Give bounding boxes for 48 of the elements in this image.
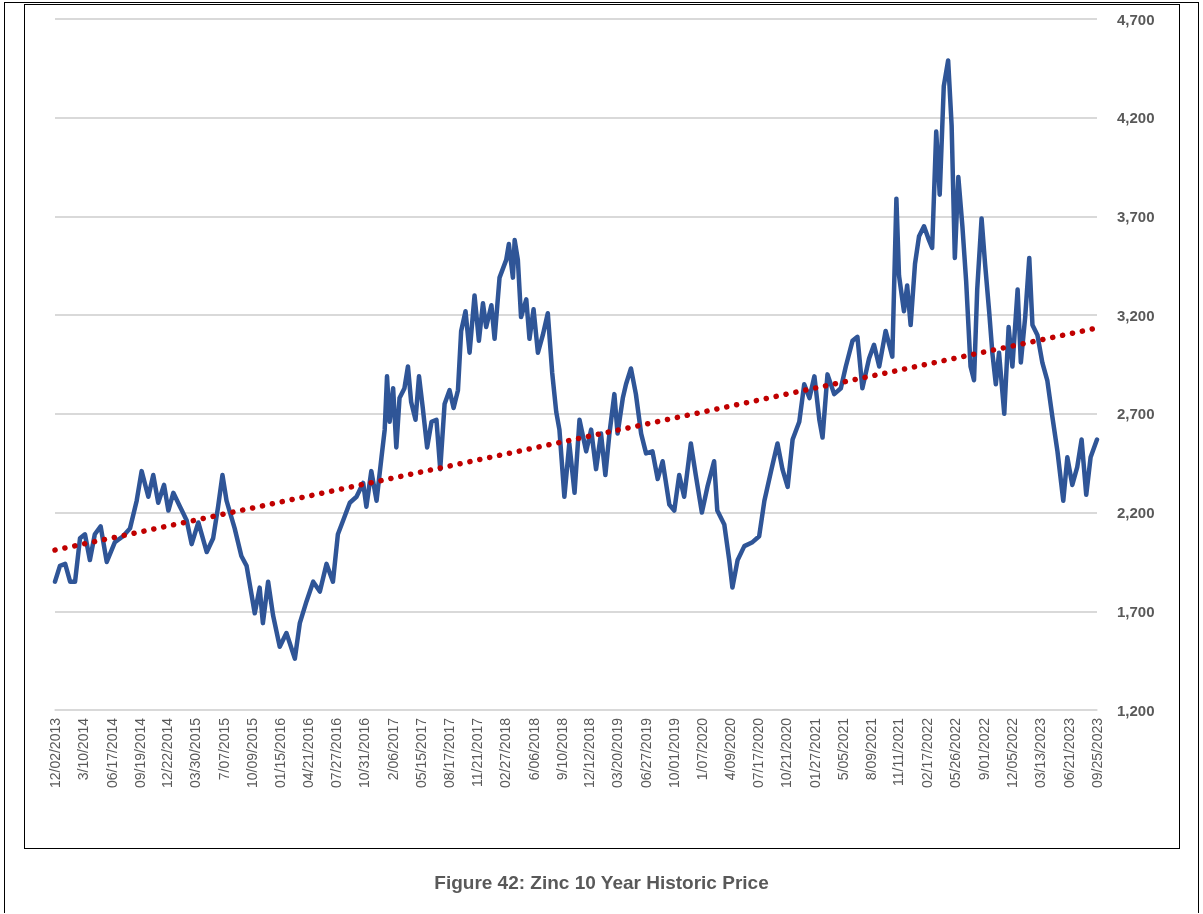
x-tick-label: 11/11/2021 — [890, 717, 907, 786]
x-tick-label: 12/02/2013 — [47, 717, 63, 789]
x-tick-label: 10/01/2019 — [665, 717, 682, 789]
x-tick-label: 9/01/2022 — [975, 717, 992, 781]
y-tick-label: 2,200 — [1117, 504, 1155, 522]
x-tick-label: 07/17/2020 — [750, 717, 767, 789]
line-series — [52, 58, 1100, 661]
x-tick-label: 9/10/2018 — [553, 717, 570, 781]
x-tick-label: 09/19/2014 — [131, 717, 148, 789]
x-tick-label: 10/31/2016 — [356, 717, 373, 789]
x-tick-label: 3/10/2014 — [75, 717, 92, 781]
x-tick-label: 7/07/2015 — [216, 717, 233, 781]
x-tick-label: 04/21/2016 — [300, 717, 317, 789]
x-tick-label: 11/21/2017 — [468, 717, 485, 788]
y-tick-label: 1,700 — [1117, 602, 1155, 620]
y-tick-label: 2,700 — [1117, 405, 1155, 423]
x-tick-label: 8/09/2021 — [863, 717, 880, 781]
x-tick-label: 06/17/2014 — [104, 717, 121, 789]
x-tick-label: 2/06/2017 — [384, 717, 401, 781]
y-tick-label: 4,200 — [1117, 109, 1155, 127]
y-tick-label: 1,200 — [1117, 701, 1155, 719]
text: Figure 42: Zinc 10 Year Historic Price — [433, 872, 770, 894]
x-tick-label: 12/05/2022 — [1003, 717, 1020, 789]
x-tick-label: 03/20/2019 — [609, 717, 626, 789]
x-tick-label: 02/27/2018 — [497, 717, 514, 789]
x-tick-label: 07/27/2016 — [328, 717, 345, 789]
x-tick-label: 05/15/2017 — [413, 717, 430, 789]
x-tick-label: 5/05/2021 — [835, 717, 852, 781]
x-tick-label: 06/21/2023 — [1061, 717, 1078, 789]
x-tick-label: 05/26/2022 — [947, 717, 964, 789]
x-tick-label: 6/06/2018 — [525, 717, 542, 781]
x-tick-label: 03/13/2023 — [1032, 717, 1049, 789]
x-tick-label: 09/25/2023 — [1089, 717, 1105, 789]
x-tick-label: 01/27/2021 — [806, 717, 823, 789]
x-tick-label: 03/30/2015 — [187, 717, 204, 789]
x-tick-label: 12/12/2018 — [580, 717, 597, 789]
x-tick-label: 4/09/2020 — [721, 717, 738, 781]
y-tick-label: 4,700 — [1117, 10, 1155, 28]
y-tick-label: 3,200 — [1117, 306, 1155, 324]
y-tick-label: 3,700 — [1117, 207, 1155, 225]
x-tick-label: 1/07/2020 — [694, 717, 711, 781]
x-tick-label: 01/15/2016 — [272, 717, 289, 789]
x-tick-label: 12/22/2014 — [158, 717, 175, 789]
x-tick-label: 02/17/2022 — [918, 717, 935, 789]
x-tick-label: 06/27/2019 — [638, 717, 655, 789]
x-tick-label: 10/21/2020 — [778, 717, 795, 789]
x-tick-label: 10/09/2015 — [243, 717, 260, 789]
x-tick-label: 08/17/2017 — [440, 717, 457, 789]
